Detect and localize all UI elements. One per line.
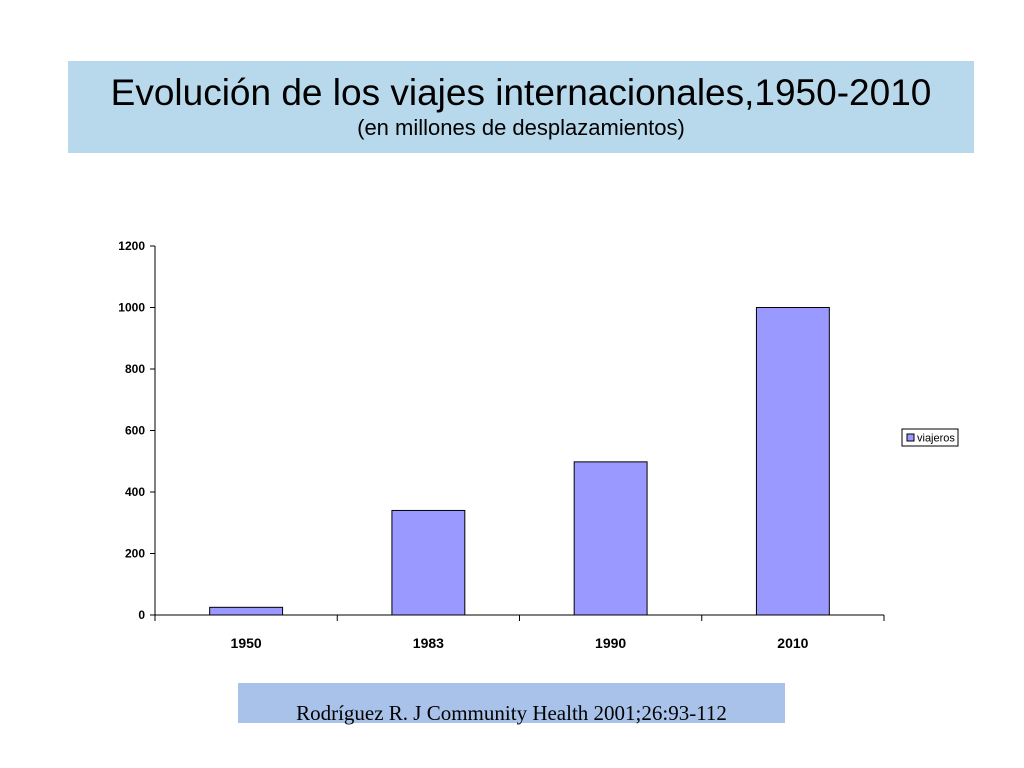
y-tick-label: 200 xyxy=(125,547,145,561)
bar-1950 xyxy=(209,606,284,616)
x-tick-label: 1990 xyxy=(595,635,626,651)
y-tick-label: 400 xyxy=(125,485,145,499)
legend-box xyxy=(901,428,959,447)
bar-1983 xyxy=(391,509,466,616)
bar-2010 xyxy=(755,307,830,616)
y-tick-label: 0 xyxy=(138,608,145,622)
x-tick-label: 2010 xyxy=(777,635,808,651)
x-tick-label: 1950 xyxy=(231,635,262,651)
title-box: Evolución de los viajes internacionales,… xyxy=(68,61,974,153)
citation-box: Rodríguez R. J Community Health 2001;26:… xyxy=(238,683,785,725)
page-subtitle: (en millones de desplazamientos) xyxy=(357,115,685,140)
legend: viajeros xyxy=(901,428,959,447)
bars xyxy=(209,307,830,616)
legend-swatch xyxy=(906,433,915,442)
y-tick-label: 800 xyxy=(125,362,145,376)
x-tick-label: 1983 xyxy=(413,635,444,651)
bar-1990 xyxy=(573,461,648,616)
y-tick-label: 1000 xyxy=(118,301,145,315)
y-tick-label: 1200 xyxy=(118,239,145,253)
page-title: Evolución de los viajes internacionales,… xyxy=(110,72,932,113)
y-axis: 0 200 400 600 800 1000 1200 xyxy=(118,239,156,622)
x-axis: 1950 1983 1990 2010 xyxy=(154,614,885,651)
y-tick-label: 600 xyxy=(125,424,145,438)
citation-text: Rodríguez R. J Community Health 2001;26:… xyxy=(296,701,727,725)
legend-label: viajeros xyxy=(917,433,955,445)
